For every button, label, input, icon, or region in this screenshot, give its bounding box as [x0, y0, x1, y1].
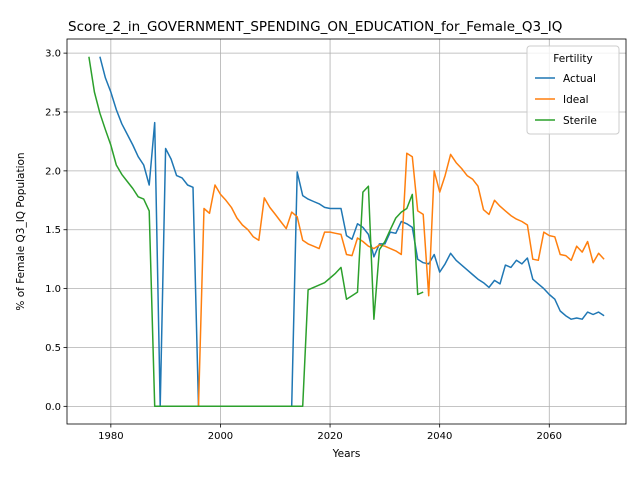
y-tick-label: 1.0	[45, 284, 61, 295]
y-tick-label: 2.0	[45, 166, 61, 177]
legend-title: Fertility	[553, 53, 592, 65]
x-tick-label: 2020	[317, 431, 342, 442]
x-tick-label: 2060	[537, 431, 562, 442]
series-line-ideal	[197, 152, 605, 407]
y-axis-label: % of Female Q3_IQ Population	[15, 152, 27, 310]
series-lines	[88, 56, 605, 408]
legend-box	[526, 45, 620, 135]
legend-label-sterile: Sterile	[563, 115, 597, 127]
legend: Fertility Actual Ideal Sterile	[526, 45, 620, 135]
series-line-sterile	[88, 56, 424, 408]
chart-title: Score_2_in_GOVERNMENT_SPENDING_ON_EDUCAT…	[68, 19, 562, 35]
x-axis-label: Years	[332, 448, 361, 460]
y-tick-label: 1.5	[45, 225, 61, 236]
y-tick-label: 2.5	[45, 107, 61, 118]
x-tick-label: 2040	[427, 431, 452, 442]
legend-label-actual: Actual	[563, 73, 596, 85]
y-tick-label: 3.0	[45, 49, 61, 60]
plot-frame	[66, 38, 627, 425]
axis-ticks: 1980 2000 2020 2040 2060 0.0 0.5 1.0 1.5 2.0 2.5 3.…	[45, 49, 562, 442]
series-line-actual	[99, 56, 605, 408]
x-tick-label: 2000	[208, 431, 233, 442]
y-tick-label: 0.0	[45, 402, 61, 413]
x-tick-label: 1980	[98, 431, 123, 442]
y-tick-label: 0.5	[45, 343, 61, 354]
legend-label-ideal: Ideal	[563, 94, 589, 106]
